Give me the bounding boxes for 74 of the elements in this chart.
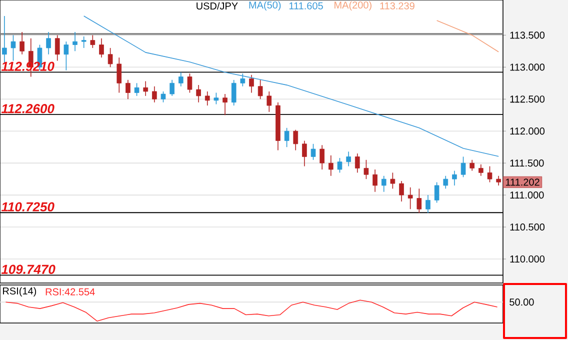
candlestick bbox=[372, 169, 378, 192]
y-tick-label: 112.500 bbox=[510, 96, 545, 103]
candlestick bbox=[143, 80, 148, 96]
y-tick-label: 111.000 bbox=[510, 192, 544, 199]
candlestick bbox=[320, 144, 324, 170]
text: 111.202 bbox=[506, 178, 540, 186]
candlestick bbox=[426, 194, 430, 214]
candlestick bbox=[152, 86, 157, 103]
candlestick bbox=[214, 92, 219, 105]
candlestick bbox=[364, 159, 369, 180]
chart-title: USD/JPY bbox=[196, 2, 238, 10]
candlestick bbox=[258, 80, 263, 100]
annotation: 113.239 bbox=[380, 2, 414, 10]
text: 50.00 bbox=[510, 298, 534, 306]
text: MA(50) bbox=[249, 1, 281, 11]
y-tick-label: 111.500 bbox=[510, 160, 544, 167]
candlestick bbox=[126, 80, 130, 100]
candlestick bbox=[72, 32, 78, 52]
line-series bbox=[83, 16, 499, 157]
candlestick bbox=[10, 34, 16, 62]
candlestick bbox=[354, 153, 360, 174]
candlestick bbox=[46, 32, 51, 55]
candlestick bbox=[64, 41, 69, 71]
candlestick bbox=[170, 80, 174, 96]
candlestick bbox=[478, 164, 484, 176]
candlestick bbox=[443, 175, 448, 190]
candlestick bbox=[222, 94, 228, 116]
candlestick bbox=[90, 34, 96, 48]
y-tick-label: 110.000 bbox=[510, 255, 545, 263]
candlestick bbox=[470, 159, 475, 172]
candlestick bbox=[346, 151, 351, 167]
candlestick bbox=[231, 80, 236, 106]
candlestick bbox=[81, 36, 86, 48]
candlestick bbox=[187, 73, 192, 94]
candlestick bbox=[196, 84, 201, 103]
candlestick bbox=[496, 175, 501, 186]
candlestick bbox=[284, 128, 290, 148]
candlestick bbox=[54, 34, 60, 62]
candlestick bbox=[266, 91, 272, 112]
candlestick bbox=[390, 172, 396, 190]
candlestick bbox=[310, 143, 316, 160]
chart-title: RSI(14) bbox=[3, 287, 36, 296]
candlestick bbox=[399, 180, 404, 202]
candlestick bbox=[240, 73, 246, 87]
ref-line-label: 109.7470 bbox=[1, 264, 56, 274]
candlestick bbox=[434, 182, 440, 204]
y-tick-label: 110.500 bbox=[510, 223, 545, 231]
candlestick bbox=[328, 155, 334, 176]
candlestick bbox=[381, 175, 386, 192]
candlestick bbox=[416, 188, 422, 214]
text: MA(200) bbox=[334, 1, 372, 11]
y-tick-label: 113.500 bbox=[510, 32, 545, 39]
candlestick bbox=[178, 72, 184, 87]
candlestick bbox=[293, 129, 298, 151]
series-label: RSI:42.554 bbox=[46, 288, 95, 296]
ref-line-label: 112.2600 bbox=[1, 104, 54, 114]
candlestick bbox=[204, 91, 210, 106]
candlestick bbox=[249, 74, 254, 94]
candlestick bbox=[452, 170, 457, 186]
annotation: 111.605 bbox=[289, 2, 323, 10]
candlestick bbox=[460, 156, 466, 178]
candlestick bbox=[337, 158, 342, 174]
candlestick bbox=[302, 140, 307, 167]
candlestick bbox=[134, 82, 140, 96]
candlestick bbox=[20, 32, 24, 55]
candlestick bbox=[408, 186, 413, 210]
y-tick-label: 112.000 bbox=[510, 128, 545, 135]
candlestick bbox=[108, 48, 113, 68]
ref-line-label: 110.7250 bbox=[1, 202, 54, 212]
y-tick-label: 113.000 bbox=[510, 64, 545, 71]
candlestick bbox=[116, 57, 122, 94]
candlestick bbox=[99, 38, 104, 58]
candlestick bbox=[160, 91, 166, 103]
candlestick bbox=[487, 166, 492, 183]
